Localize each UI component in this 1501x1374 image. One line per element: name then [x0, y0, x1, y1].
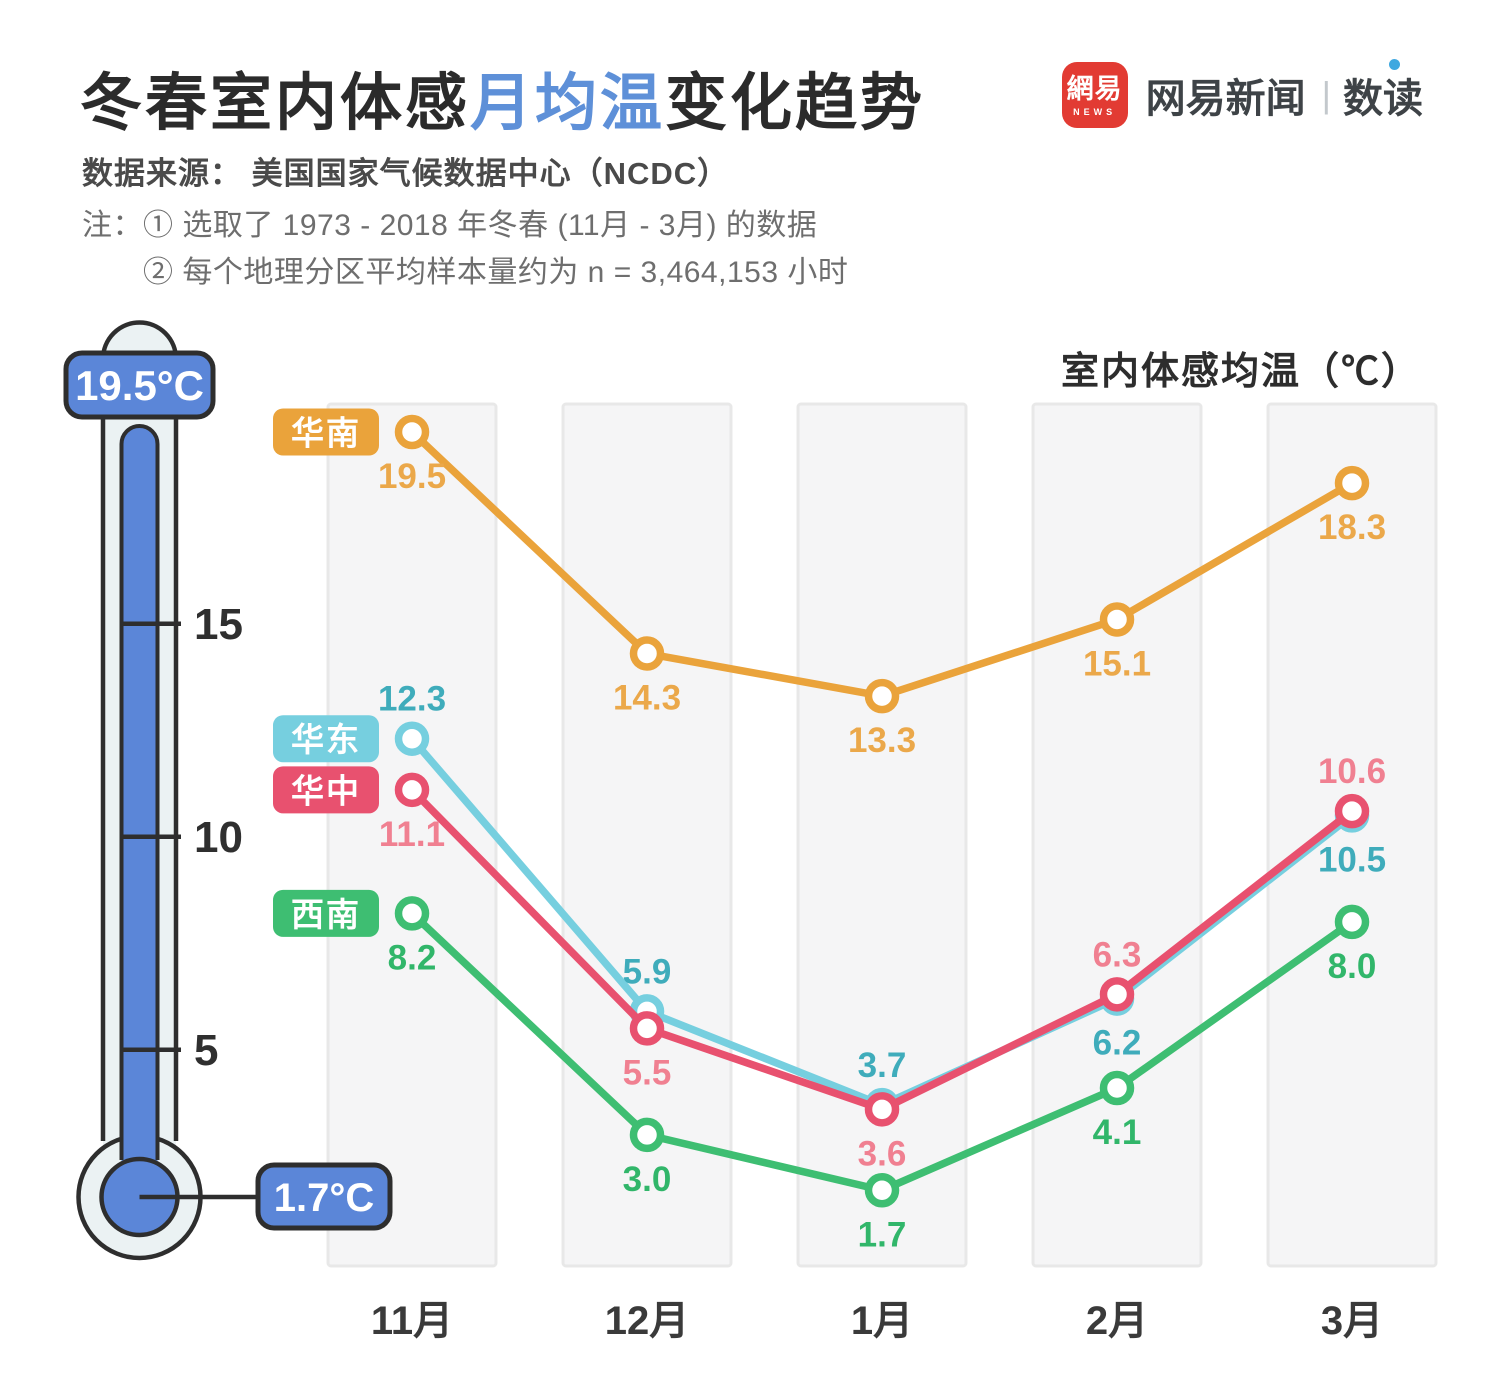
value-label-xinan-2: 1.7 — [858, 1215, 907, 1254]
min-temp-bubble — [255, 1162, 393, 1231]
min-temp-label: 1.7°C — [274, 1176, 375, 1220]
y-axis-title: 室内体感均温（℃） — [1060, 351, 1421, 393]
title-pre: 冬春室内体感 — [80, 69, 471, 138]
value-label-huanan-3: 15.1 — [1083, 644, 1151, 683]
title-highlight: 月均温 — [470, 69, 666, 138]
x-axis-label-1: 12月 — [605, 1299, 690, 1343]
mercury-column — [121, 444, 158, 1197]
thermometer-illustration: 15 10 5 19.5°C 1.7°C — [63, 320, 393, 1261]
legend-badge-xinan — [273, 889, 379, 937]
x-axis-label-4: 3月 — [1321, 1299, 1383, 1343]
tick-label-10: 10 — [194, 813, 243, 862]
netease-logo: 網易 NEWS 网易新闻 | 数读 — [1061, 59, 1423, 128]
data-point-huazhong-1 — [629, 1011, 665, 1046]
x-axis-label-0: 11月 — [371, 1299, 453, 1343]
data-source-line: 数据来源： 美国国家气候数据中心（NCDC） — [82, 156, 730, 191]
legend-label-huazhong: 华中 — [291, 772, 361, 809]
legend-label-huanan: 华南 — [291, 415, 361, 452]
thermometer-tube-outline — [100, 359, 179, 1141]
data-point-huazhong-3 — [1099, 977, 1135, 1012]
value-label-huazhong-2: 3.6 — [858, 1134, 907, 1173]
legend-badge-huazhong — [273, 766, 379, 814]
data-point-huanan-4 — [1334, 465, 1370, 501]
thermometer-dome-outline — [100, 320, 179, 360]
value-label-huadong-1: 5.9 — [623, 952, 672, 991]
value-label-xinan-3: 4.1 — [1093, 1113, 1142, 1152]
title-post: 变化趋势 — [665, 69, 926, 138]
x-axis-label-3: 2月 — [1086, 1299, 1148, 1343]
tick-label-5: 5 — [194, 1026, 218, 1075]
month-band-2 — [796, 402, 968, 1268]
value-label-huadong-0: 12.3 — [378, 680, 446, 719]
data-point-huanan-0 — [394, 414, 430, 450]
brand-name: 网易新闻 — [1145, 77, 1306, 121]
value-label-huazhong-1: 5.5 — [623, 1053, 672, 1092]
netease-badge-icon: 網易 NEWS — [1061, 62, 1128, 128]
mercury-column-top — [119, 424, 160, 445]
max-temp-label: 19.5°C — [75, 362, 204, 409]
value-label-huanan-2: 13.3 — [848, 721, 916, 760]
data-point-xinan-3 — [1099, 1070, 1135, 1106]
legend-label-huadong: 华东 — [291, 721, 361, 758]
value-label-huanan-4: 18.3 — [1318, 508, 1386, 547]
value-label-huadong-3: 6.2 — [1093, 1024, 1142, 1063]
value-label-huazhong-4: 10.6 — [1318, 752, 1386, 791]
data-point-huanan-1 — [629, 636, 665, 671]
note-line-2: ② 每个地理分区平均样本量约为 n = 3,464,153 小时 — [143, 256, 849, 289]
value-label-huanan-1: 14.3 — [613, 679, 681, 718]
badge-text: 網易 — [1066, 73, 1123, 104]
max-temp-bubble — [63, 350, 216, 420]
separator-bar: | — [1321, 74, 1331, 115]
data-point-huazhong-2 — [864, 1092, 900, 1127]
logo-wordmark: 网易新闻 | 数读 — [1145, 59, 1423, 124]
data-point-huazhong-4 — [1334, 793, 1370, 829]
value-label-xinan-1: 3.0 — [623, 1160, 672, 1199]
data-point-huanan-3 — [1099, 602, 1135, 637]
note-prefix: 注： — [82, 209, 143, 242]
data-point-xinan-2 — [864, 1173, 900, 1208]
value-label-huazhong-0: 11.1 — [379, 815, 445, 854]
legend-label-xinan: 西南 — [291, 896, 361, 933]
data-point-huazhong-0 — [394, 772, 430, 808]
tick-label-15: 15 — [194, 600, 243, 649]
data-point-xinan-0 — [394, 896, 430, 931]
month-band-4 — [1266, 402, 1438, 1268]
footnotes: 注： ① 选取了 1973 - 2018 年冬春 (11月 - 3月) 的数据 … — [82, 202, 848, 296]
month-band-3 — [1031, 402, 1203, 1268]
month-band-1 — [561, 402, 733, 1268]
value-label-xinan-4: 8.0 — [1328, 947, 1377, 986]
page-title: 冬春室内体感月均温变化趋势 — [80, 52, 925, 142]
note-line-1: ① 选取了 1973 - 2018 年冬春 (11月 - 3月) 的数据 — [143, 209, 818, 242]
data-point-xinan-4 — [1334, 904, 1370, 940]
data-point-xinan-1 — [629, 1117, 665, 1153]
value-label-huanan-0: 19.5 — [378, 457, 446, 496]
value-label-huadong-2: 3.7 — [858, 1046, 907, 1085]
value-label-xinan-0: 8.2 — [388, 938, 437, 977]
mercury-column-outline — [119, 444, 160, 1160]
badge-subtext: NEWS — [1073, 106, 1117, 117]
value-label-huadong-4: 10.5 — [1318, 840, 1386, 879]
product-name: 数读 — [1343, 77, 1423, 121]
value-label-huazhong-3: 6.3 — [1093, 935, 1142, 974]
legend-badge-huadong — [273, 715, 379, 763]
legend-badge-huanan — [273, 408, 379, 456]
data-point-huanan-2 — [864, 678, 900, 714]
blue-dot-icon — [1389, 59, 1400, 70]
data-point-huadong-0 — [394, 721, 430, 756]
x-axis-label-2: 1月 — [851, 1299, 913, 1343]
product-name-wrap: 数读 — [1343, 59, 1423, 124]
